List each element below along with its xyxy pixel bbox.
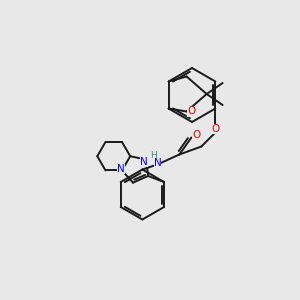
Text: N: N	[117, 164, 125, 175]
Text: O: O	[211, 124, 220, 134]
Text: N: N	[140, 157, 148, 166]
Text: O: O	[192, 130, 200, 140]
Text: N: N	[154, 158, 161, 169]
Text: H: H	[150, 151, 157, 160]
Text: O: O	[188, 106, 196, 116]
